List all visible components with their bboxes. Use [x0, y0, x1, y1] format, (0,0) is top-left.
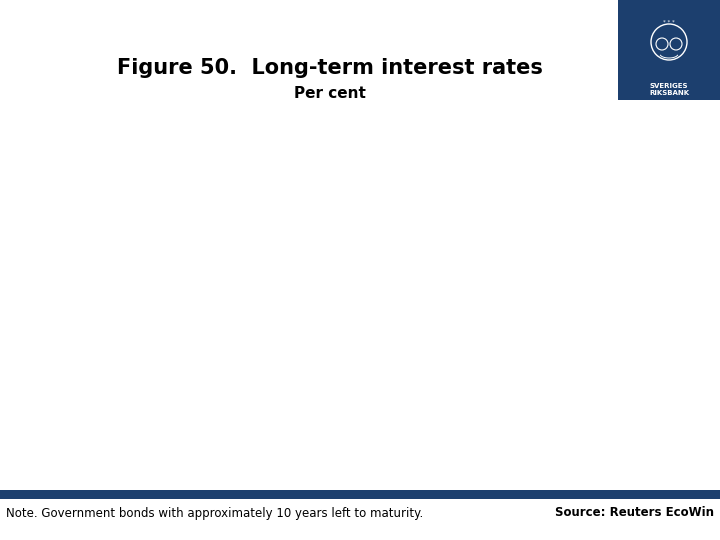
Text: Figure 50.  Long-term interest rates: Figure 50. Long-term interest rates [117, 58, 543, 78]
Text: * * *: * * * [663, 19, 675, 24]
Text: Note. Government bonds with approximately 10 years left to maturity.: Note. Government bonds with approximatel… [6, 507, 423, 519]
Text: SVERIGES
RIKSBANK: SVERIGES RIKSBANK [649, 83, 689, 96]
Text: Source: Reuters EcoWin: Source: Reuters EcoWin [555, 507, 714, 519]
Bar [0, 490, 720, 499]
Text: Per cent: Per cent [294, 86, 366, 102]
Bar [618, 0, 720, 100]
